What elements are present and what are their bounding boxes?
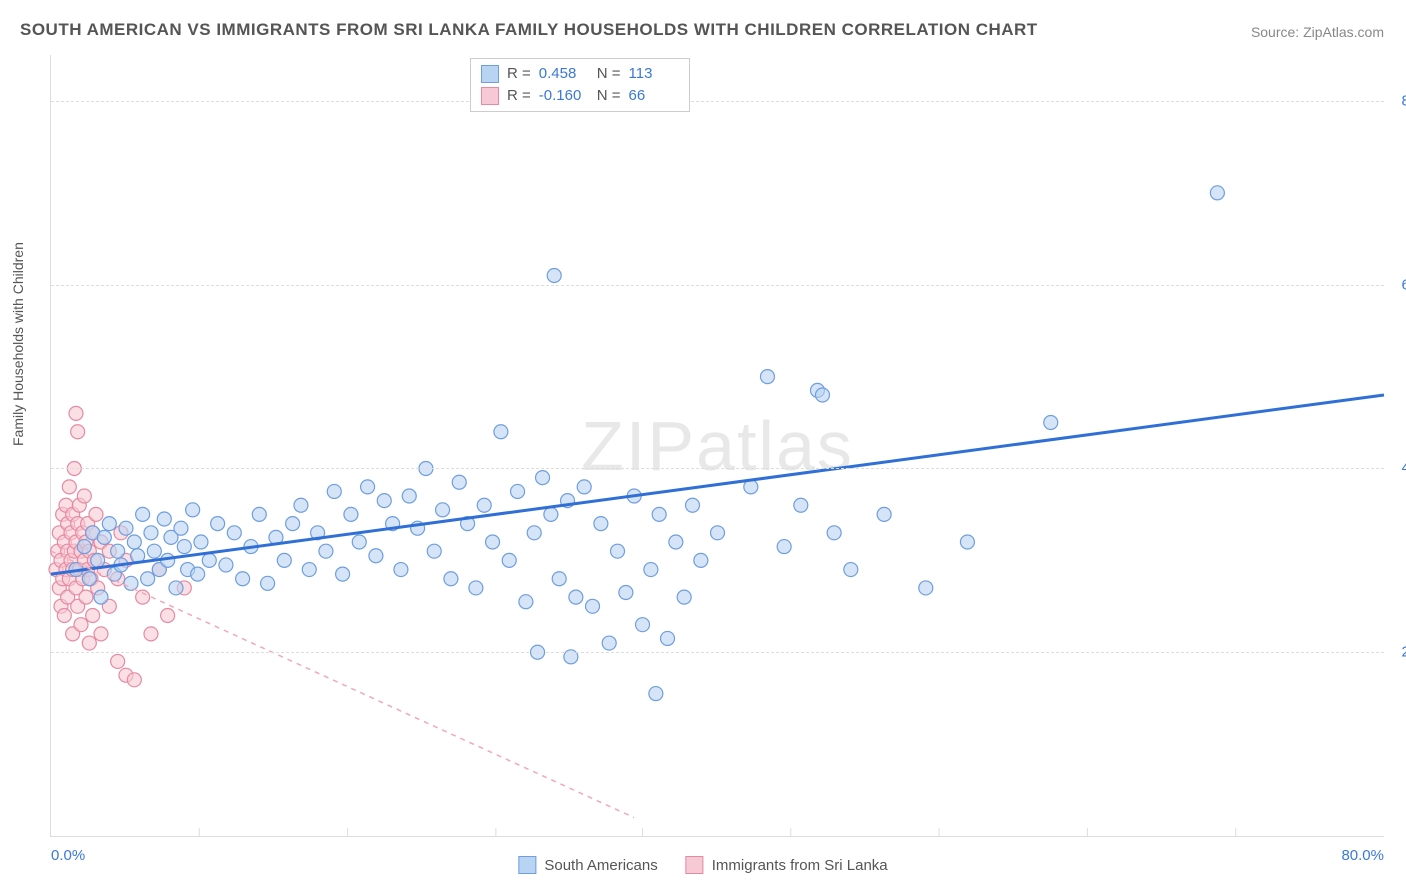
stat-n-value-1: 113 (629, 63, 679, 85)
legend-item-2: Immigrants from Sri Lanka (686, 856, 888, 874)
chart-container: SOUTH AMERICAN VS IMMIGRANTS FROM SRI LA… (0, 0, 1406, 892)
ytick-label: 60.0% (1392, 276, 1406, 293)
stat-r-label-2: R = (507, 85, 531, 107)
stat-n-label-2: N = (597, 85, 621, 107)
stat-r-value-1: 0.458 (539, 63, 589, 85)
stat-r-label-1: R = (507, 63, 531, 85)
legend-label-2: Immigrants from Sri Lanka (712, 857, 888, 874)
legend-swatch-2 (686, 856, 704, 874)
ytick-label: 40.0% (1392, 460, 1406, 477)
stat-r-value-2: -0.160 (539, 85, 589, 107)
swatch-series-2 (481, 87, 499, 105)
bottom-legend: South Americans Immigrants from Sri Lank… (518, 856, 887, 874)
plot-area: ZIPatlas 20.0%40.0%60.0%80.0%0.0%80.0% (50, 55, 1384, 837)
y-axis-title: Family Households with Children (10, 242, 26, 446)
stat-n-value-2: 66 (629, 85, 679, 107)
swatch-series-1 (481, 65, 499, 83)
scatter-svg (51, 55, 1384, 836)
legend-item-1: South Americans (518, 856, 657, 874)
legend-swatch-1 (518, 856, 536, 874)
chart-title: SOUTH AMERICAN VS IMMIGRANTS FROM SRI LA… (20, 20, 1038, 40)
stats-row-2: R = -0.160 N = 66 (481, 85, 679, 107)
xtick-label: 0.0% (51, 847, 85, 864)
stat-n-label-1: N = (597, 63, 621, 85)
xtick-label: 80.0% (1341, 847, 1384, 864)
stats-box: R = 0.458 N = 113 R = -0.160 N = 66 (470, 58, 690, 112)
stats-row-1: R = 0.458 N = 113 (481, 63, 679, 85)
ytick-label: 80.0% (1392, 92, 1406, 109)
legend-label-1: South Americans (544, 857, 657, 874)
source-label: Source: ZipAtlas.com (1251, 24, 1384, 40)
ytick-label: 20.0% (1392, 644, 1406, 661)
